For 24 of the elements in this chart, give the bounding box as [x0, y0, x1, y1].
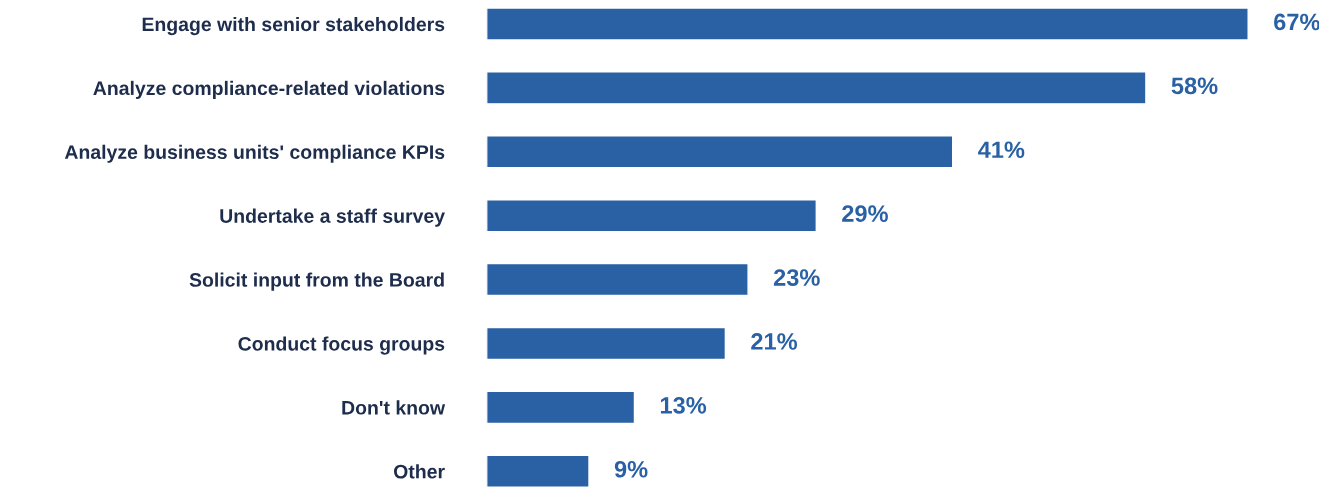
bar [486, 390, 636, 425]
bar [486, 7, 1249, 41]
data-label: 21% [751, 333, 798, 350]
y-tick-label: Undertake a staff survey [220, 208, 445, 227]
data-label: 41% [978, 141, 1025, 159]
bar [486, 198, 817, 233]
bar [486, 135, 954, 169]
y-tick-label: Don't know [342, 400, 446, 415]
data-label: 58% [1171, 77, 1218, 95]
bar [486, 454, 590, 488]
bar [486, 262, 749, 297]
bar [486, 71, 1147, 105]
y-tick-label: Engage with senior stakeholders [142, 16, 445, 36]
y-tick-label: Other [393, 464, 445, 479]
y-tick-label: Analyze compliance-related violations [93, 80, 445, 99]
data-label: 67% [1274, 13, 1319, 31]
data-label: 13% [660, 396, 707, 414]
data-label: 9% [614, 460, 648, 478]
y-tick-label: Conduct focus groups [238, 336, 445, 355]
data-label: 23% [773, 269, 820, 286]
y-tick-label: Solicit input from the Board [189, 272, 444, 291]
data-label: 29% [842, 205, 888, 223]
y-tick-label: Analyze business units' compliance KPIs [64, 144, 445, 163]
bar [486, 326, 727, 361]
